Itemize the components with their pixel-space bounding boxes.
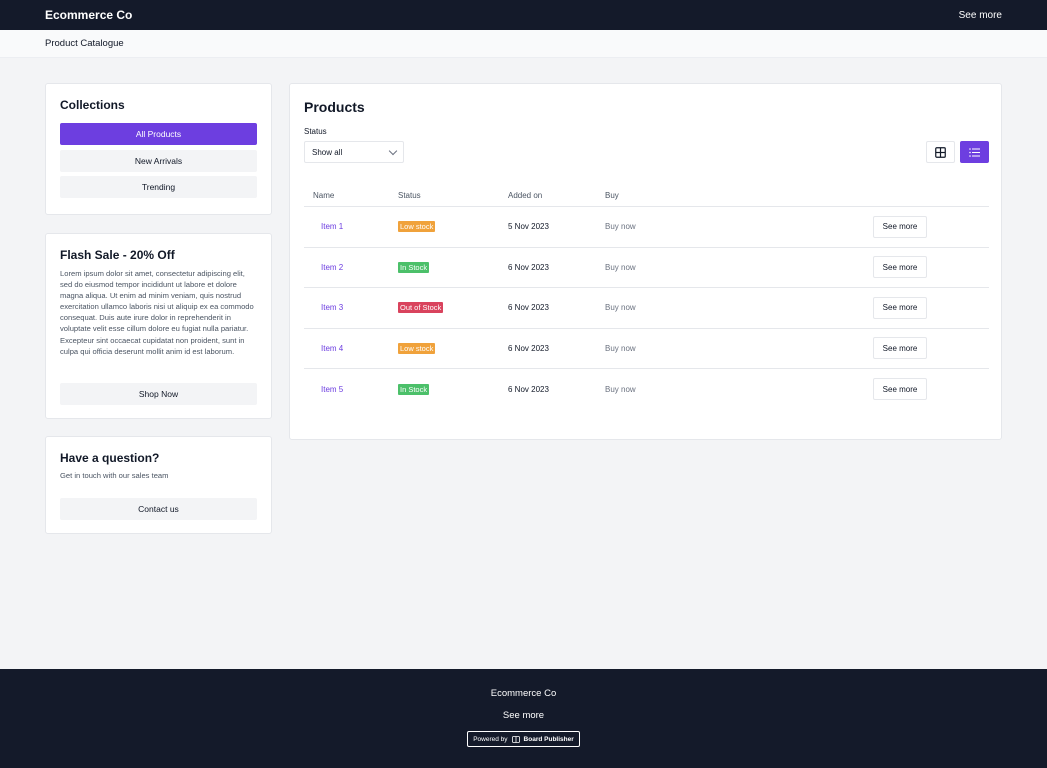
see-more-button[interactable]: See more: [873, 378, 927, 401]
products-table: Name Status Added on Buy Item 1 Low stoc…: [304, 184, 989, 410]
contact-us-button[interactable]: Contact us: [60, 498, 257, 520]
item-name-link[interactable]: Item 3: [321, 303, 344, 313]
shop-now-button[interactable]: Shop Now: [60, 383, 257, 405]
header-see-more-link[interactable]: See more: [958, 9, 1002, 21]
table-row: Item 4 Low stock 6 Nov 2023 Buy now See …: [304, 329, 989, 369]
collection-trending-button[interactable]: Trending: [60, 176, 257, 198]
powered-by-name: Board Publisher: [523, 735, 574, 743]
products-card: Products Status Show all Name Status Add…: [289, 83, 1002, 440]
collection-all-products-button[interactable]: All Products: [60, 123, 257, 145]
item-name-link[interactable]: Item 4: [321, 343, 344, 353]
added-on-date: 6 Nov 2023: [508, 262, 549, 272]
table-row: Item 3 Out of Stock 6 Nov 2023 Buy now S…: [304, 288, 989, 329]
see-more-button[interactable]: See more: [873, 256, 927, 279]
item-name-link[interactable]: Item 2: [321, 262, 344, 272]
list-icon: [969, 147, 980, 157]
added-on-date: 6 Nov 2023: [508, 343, 549, 353]
item-name-link[interactable]: Item 5: [321, 384, 344, 394]
status-badge: Low stock: [398, 342, 436, 354]
collections-title: Collections: [60, 98, 125, 112]
column-header-name[interactable]: Name: [313, 190, 335, 200]
status-filter-select[interactable]: Show all: [304, 141, 404, 163]
buy-now-link[interactable]: Buy now: [605, 384, 636, 394]
list-view-button[interactable]: [960, 141, 989, 163]
breadcrumb[interactable]: Product Catalogue: [45, 38, 124, 49]
question-card: Have a question? Get in touch with our s…: [45, 436, 272, 534]
footer-brand[interactable]: Ecommerce Co: [490, 688, 557, 699]
table-row: Item 5 In Stock 6 Nov 2023 Buy now See m…: [304, 369, 989, 410]
status-badge: Low stock: [398, 221, 436, 233]
collection-new-arrivals-button[interactable]: New Arrivals: [60, 149, 257, 172]
added-on-date: 6 Nov 2023: [508, 384, 549, 394]
added-on-date: 5 Nov 2023: [508, 222, 549, 232]
footer-see-more-link[interactable]: See more: [502, 710, 545, 721]
board-publisher-icon: [511, 735, 520, 743]
powered-by-badge[interactable]: Powered by Board Publisher: [467, 731, 580, 747]
status-badge: Out of Stock: [398, 302, 444, 314]
status-badge: In Stock: [398, 261, 430, 273]
collections-card: Collections All Products New Arrivals Tr…: [45, 83, 272, 215]
flash-sale-card: Flash Sale - 20% Off Lorem ipsum dolor s…: [45, 233, 272, 419]
added-on-date: 6 Nov 2023: [508, 303, 549, 313]
grid-view-button[interactable]: [926, 141, 955, 163]
products-title: Products: [304, 99, 365, 115]
powered-by-prefix: Powered by: [473, 735, 508, 743]
table-row: Item 1 Low stock 5 Nov 2023 Buy now See …: [304, 207, 989, 248]
column-header-added-on[interactable]: Added on: [508, 190, 543, 200]
brand-logo[interactable]: Ecommerce Co: [45, 8, 133, 22]
top-navbar: Ecommerce Co See more: [0, 0, 1047, 30]
flash-sale-title: Flash Sale - 20% Off: [60, 248, 175, 262]
buy-now-link[interactable]: Buy now: [605, 343, 636, 353]
flash-sale-description: Lorem ipsum dolor sit amet, consectetur …: [60, 269, 254, 356]
status-filter-value: Show all: [312, 147, 343, 157]
breadcrumb-bar: Product Catalogue: [0, 30, 1047, 58]
chevron-down-icon: [388, 146, 398, 155]
question-subtitle: Get in touch with our sales team: [60, 471, 169, 480]
table-row: Item 2 In Stock 6 Nov 2023 Buy now See m…: [304, 248, 989, 288]
question-title: Have a question?: [60, 451, 160, 465]
grid-icon: [935, 146, 946, 158]
buy-now-link[interactable]: Buy now: [605, 303, 636, 313]
see-more-button[interactable]: See more: [873, 215, 927, 238]
table-header: Name Status Added on Buy: [304, 184, 989, 207]
footer: Ecommerce Co See more Powered by Board P…: [0, 669, 1047, 768]
status-badge: In Stock: [398, 383, 430, 395]
see-more-button[interactable]: See more: [873, 337, 927, 360]
status-filter-label: Status: [304, 127, 327, 136]
column-header-status[interactable]: Status: [398, 190, 421, 200]
column-header-buy[interactable]: Buy: [605, 190, 619, 200]
buy-now-link[interactable]: Buy now: [605, 262, 636, 272]
buy-now-link[interactable]: Buy now: [605, 222, 636, 232]
see-more-button[interactable]: See more: [873, 296, 927, 319]
item-name-link[interactable]: Item 1: [321, 222, 344, 232]
